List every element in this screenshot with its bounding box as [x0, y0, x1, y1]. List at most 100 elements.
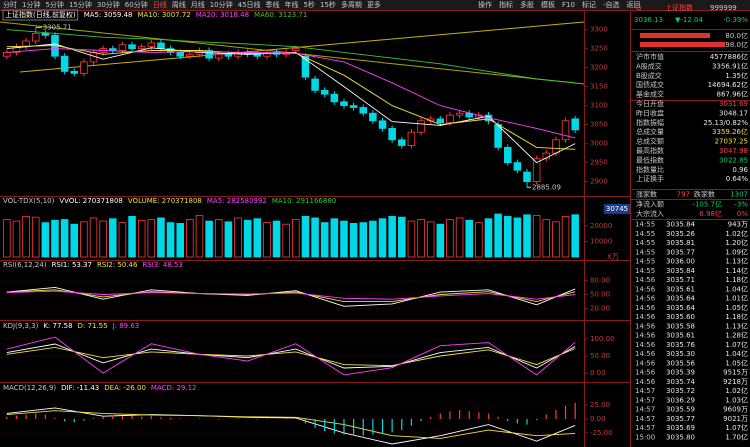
field-label: 总成交量	[636, 127, 664, 136]
period-tab[interactable]: 30分钟	[97, 0, 120, 9]
flow-label: 大宗流入	[636, 209, 664, 218]
field-value: 0.64%	[726, 175, 749, 183]
tick-price: 3035.39	[666, 369, 695, 377]
buy-bar	[640, 33, 710, 38]
tick-volume: 1.05亿	[725, 303, 748, 312]
volume-bar	[388, 215, 396, 258]
sell-amount: 98.0亿	[725, 40, 748, 49]
tick-volume: 1.02亿	[725, 229, 748, 238]
volume-bar	[503, 215, 512, 258]
tick-price: 3036.29	[666, 396, 695, 404]
volume-bar	[320, 222, 329, 258]
toolbar-action[interactable]: F10	[562, 1, 575, 9]
tick-price: 3035.81	[666, 239, 695, 247]
volume-bar	[224, 221, 233, 258]
candle-body	[137, 46, 146, 50]
volume-bar	[263, 222, 271, 258]
toolbar-action[interactable]: 多股	[520, 0, 534, 9]
stock-code: 999999	[710, 4, 737, 12]
volume-bar	[128, 215, 136, 258]
tick-time: 14:55	[635, 221, 655, 229]
period-tab[interactable]: 15秒	[320, 0, 336, 9]
volume-bar	[70, 223, 79, 258]
period-tab[interactable]: 45日线	[238, 0, 261, 9]
legend-entry: DEA: -26.00	[104, 384, 146, 392]
volume-bar	[446, 219, 454, 258]
period-tab[interactable]: 5分钟	[45, 0, 63, 9]
period-tab[interactable]: 10分钟	[210, 0, 233, 9]
annotation-label: 3305.71	[43, 23, 72, 31]
volume-bar	[147, 219, 156, 258]
toolbar-action[interactable]: 返回	[626, 1, 640, 9]
volume-bar	[12, 220, 21, 258]
toolbar-action[interactable]: 标记	[582, 0, 596, 9]
period-tab[interactable]: 年线	[285, 0, 299, 9]
candle-body	[407, 131, 416, 146]
y-tick-label: 25.00	[590, 401, 610, 409]
field-value: 1.35亿	[725, 71, 748, 80]
y-tick-label: 3250	[590, 45, 608, 53]
tick-volume: 1.02亿	[725, 386, 748, 395]
tick-volume: 1.07亿	[725, 340, 748, 349]
flow-pct: -3%	[734, 201, 748, 209]
tick-time: 14:55	[635, 267, 655, 275]
chart-title: 上证指数(日线,前复权)	[5, 10, 76, 19]
period-tab[interactable]: 周线	[172, 0, 186, 9]
volume-bar	[378, 218, 387, 258]
field-label: 基金成交	[636, 90, 664, 99]
tick-volume: 1.01亿	[725, 294, 748, 303]
tick-price: 3035.58	[666, 322, 695, 330]
volume-bar	[22, 215, 30, 258]
period-tab[interactable]: 5秒	[304, 0, 315, 9]
toolbar-action[interactable]: 操作	[478, 0, 492, 9]
candle-body	[320, 90, 329, 95]
tick-time: 14:56	[635, 369, 656, 377]
tick-time: 14:55	[635, 239, 655, 247]
toolbar-action[interactable]: 指标	[499, 0, 513, 9]
tick-price: 3035.26	[666, 230, 695, 238]
period-tab[interactable]: 分时	[3, 0, 17, 9]
pane-title: KDJ(9,3,3)	[3, 322, 39, 330]
candle-body	[417, 120, 425, 133]
tick-time: 14:56	[635, 276, 656, 284]
tick-price: 3035.77	[666, 415, 695, 423]
sell-bar	[640, 42, 725, 47]
volume-bar	[359, 222, 368, 258]
legend-entry: RSI1: 53.37	[52, 261, 92, 269]
tick-price: 3035.84	[666, 267, 695, 275]
tick-price: 3035.30	[666, 350, 695, 358]
tick-price: 3035.59	[666, 406, 695, 414]
y-tick-label: 20.00	[590, 305, 610, 313]
field-label: 总成交额	[636, 137, 664, 146]
legend-entry: MA5: 3059.48	[84, 11, 133, 19]
period-tab[interactable]: 更多	[367, 0, 381, 9]
candle-body	[80, 61, 88, 74]
legend-entry: J: 89.63	[112, 322, 140, 330]
candle-body	[349, 105, 358, 108]
candle-body	[205, 50, 213, 59]
candle-body	[186, 53, 194, 57]
volume-bar	[282, 223, 290, 258]
period-tab[interactable]: 60分钟	[125, 0, 148, 9]
candle-body	[571, 118, 579, 131]
period-tab[interactable]: 季线	[266, 0, 280, 9]
y-tick-label: 80.00	[590, 276, 610, 284]
period-tab[interactable]: 15分钟	[69, 0, 92, 9]
field-value: 3356.91亿	[712, 61, 748, 70]
tick-time: 14:55	[635, 248, 655, 256]
period-tab[interactable]: 月线	[191, 0, 205, 9]
volume-bar	[60, 219, 69, 258]
tick-volume: 1.03亿	[725, 395, 748, 404]
candle-body	[446, 114, 454, 124]
candle-body	[60, 55, 69, 72]
toolbar-action[interactable]: -自选	[603, 0, 620, 9]
period-tab[interactable]: 多周期	[341, 0, 362, 9]
field-label: 沪市市值	[636, 52, 664, 61]
tick-time: 14:57	[635, 406, 655, 414]
tick-volume: 1.13亿	[725, 257, 748, 266]
period-tab[interactable]: 日线	[153, 0, 167, 9]
period-tab[interactable]: 1分钟	[22, 0, 40, 9]
toolbar-action[interactable]: 模板	[541, 0, 555, 9]
legend-entry: MACD: 29.12	[151, 384, 197, 392]
tick-price: 3035.69	[666, 424, 695, 432]
